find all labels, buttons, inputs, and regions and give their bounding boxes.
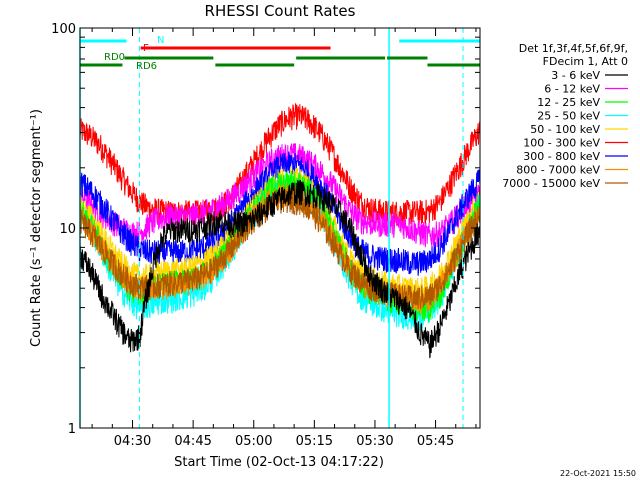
x-tick-label: 04:30 [114, 434, 151, 449]
y-axis-label: Count Rate (s⁻¹ detector segment⁻¹) [29, 109, 44, 347]
x-tick-label: 05:00 [235, 434, 272, 449]
bar-label-f: F [143, 43, 149, 54]
x-tick-label: 05:45 [417, 434, 454, 449]
legend: Det 1f,3f,4f,5f,6f,9f, FDecim 1, Att 0 3… [502, 42, 628, 190]
legend-entry-label: 7000 - 15000 keV [502, 177, 600, 190]
chart-title: RHESSI Count Rates [205, 2, 356, 20]
legend-entry-label: 100 - 300 keV [523, 137, 600, 150]
y-tick-label: 100 [51, 22, 76, 37]
y-axis: 1 10 100 [51, 22, 480, 437]
bar-label-rd6: RD6 [136, 61, 157, 72]
y-tick-label: 10 [59, 222, 76, 237]
x-tick-label: 04:45 [174, 434, 211, 449]
legend-entry-label: 800 - 7000 keV [516, 164, 600, 177]
x-tick-label: 05:30 [356, 434, 393, 449]
legend-entry-label: 300 - 800 keV [523, 150, 600, 163]
legend-header-line-1: Det 1f,3f,4f,5f,6f,9f, [519, 42, 628, 55]
bar-label-rd0: RD0 [104, 52, 125, 63]
attenuator-state-bars: NF RD0 RD6 [80, 35, 480, 72]
legend-entry-label: 25 - 50 keV [537, 110, 600, 123]
x-axis-label: Start Time (02-Oct-13 04:17:22) [174, 455, 384, 470]
series-layer [80, 102, 480, 359]
x-tick-label: 05:15 [296, 434, 333, 449]
series-line-1 [80, 179, 480, 359]
y-tick-label: 1 [68, 422, 76, 437]
legend-entry-label: 50 - 100 keV [530, 123, 600, 136]
legend-entry-label: 12 - 25 keV [537, 96, 600, 109]
x-axis: 04:30 04:45 05:00 05:15 05:30 05:45 [91, 28, 477, 449]
legend-header-line-2: FDecim 1, Att 0 [543, 55, 628, 68]
footer-timestamp: 22-Oct-2021 15:50 [560, 469, 636, 478]
legend-entry-label: 3 - 6 keV [551, 69, 600, 82]
bar-label-n: N [157, 35, 164, 46]
series-line-6 [80, 102, 480, 227]
legend-entry-label: 6 - 12 keV [544, 83, 600, 96]
